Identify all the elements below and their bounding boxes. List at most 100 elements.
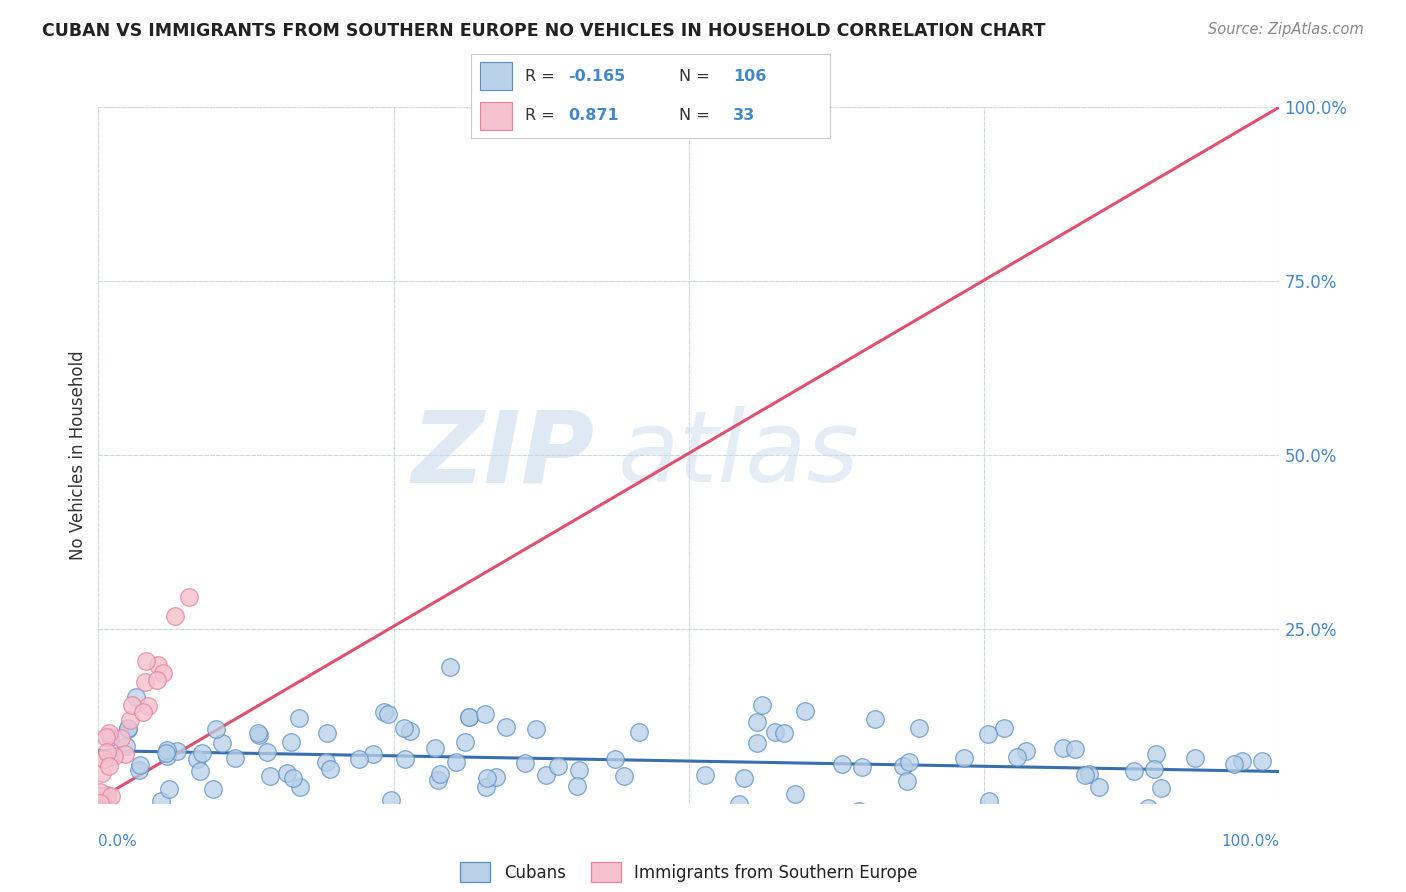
Point xyxy=(128,763,150,777)
Point xyxy=(246,726,269,740)
Point xyxy=(316,726,339,740)
Point xyxy=(474,780,496,795)
Point xyxy=(627,725,650,739)
Point xyxy=(495,720,517,734)
Point xyxy=(1087,780,1109,794)
Point xyxy=(163,609,186,624)
Point xyxy=(585,819,607,833)
Point xyxy=(1078,767,1101,781)
Point xyxy=(90,803,112,817)
Point xyxy=(863,712,886,726)
Point xyxy=(728,797,751,811)
Point xyxy=(98,759,121,773)
Point xyxy=(1122,764,1144,778)
Point xyxy=(188,764,211,778)
Point xyxy=(952,751,974,765)
Point xyxy=(1074,768,1097,782)
Point xyxy=(280,734,302,748)
Point xyxy=(373,705,395,719)
Point xyxy=(1184,751,1206,765)
Point xyxy=(204,722,226,736)
Point xyxy=(1005,750,1028,764)
Point xyxy=(100,789,122,803)
Point xyxy=(429,767,451,781)
Point xyxy=(526,722,548,736)
Point xyxy=(96,745,118,759)
Point xyxy=(536,768,558,782)
Point xyxy=(1015,744,1038,758)
Point xyxy=(89,785,111,799)
Point xyxy=(283,771,305,785)
Point xyxy=(427,772,450,787)
Point xyxy=(152,666,174,681)
Point xyxy=(1223,756,1246,771)
Point xyxy=(114,747,136,762)
Text: 0.0%: 0.0% xyxy=(98,834,138,849)
Point xyxy=(87,803,110,817)
Point xyxy=(259,769,281,783)
Point xyxy=(132,705,155,719)
Point xyxy=(1142,817,1164,831)
Point xyxy=(458,710,481,724)
Point xyxy=(319,763,342,777)
Point xyxy=(377,706,399,721)
Text: 33: 33 xyxy=(733,108,755,123)
Point xyxy=(256,745,278,759)
Point xyxy=(117,722,139,736)
Point xyxy=(751,698,773,712)
Point xyxy=(898,755,921,769)
Point xyxy=(763,725,786,739)
Point xyxy=(96,795,118,809)
Text: N =: N = xyxy=(679,69,714,84)
Point xyxy=(745,715,768,730)
Point xyxy=(211,736,233,750)
Text: R =: R = xyxy=(524,69,560,84)
Point xyxy=(773,726,796,740)
Point xyxy=(103,748,125,763)
Text: 0.871: 0.871 xyxy=(568,108,619,123)
Point xyxy=(1137,801,1160,815)
Point xyxy=(392,721,415,735)
Point xyxy=(1230,754,1253,768)
Point xyxy=(134,674,156,689)
Point xyxy=(177,590,200,604)
Point xyxy=(613,769,636,783)
Point xyxy=(98,749,121,764)
Point xyxy=(89,803,111,817)
Point xyxy=(605,752,627,766)
Text: ZIP: ZIP xyxy=(412,407,595,503)
Point xyxy=(96,789,118,803)
Point xyxy=(830,829,852,843)
Point xyxy=(568,763,591,777)
Point xyxy=(454,735,477,749)
Point xyxy=(423,740,446,755)
Point xyxy=(157,782,180,797)
Point xyxy=(794,704,817,718)
Point xyxy=(129,757,152,772)
Point xyxy=(977,794,1000,808)
Point xyxy=(896,773,918,788)
Point xyxy=(547,759,569,773)
Point xyxy=(693,767,716,781)
Point xyxy=(89,797,111,811)
Point xyxy=(121,698,143,713)
Point xyxy=(110,731,132,745)
Point xyxy=(315,755,337,769)
Point xyxy=(891,759,914,773)
Point xyxy=(1143,762,1166,776)
Point xyxy=(96,730,118,744)
Text: CUBAN VS IMMIGRANTS FROM SOUTHERN EUROPE NO VEHICLES IN HOUSEHOLD CORRELATION CH: CUBAN VS IMMIGRANTS FROM SOUTHERN EUROPE… xyxy=(42,22,1046,40)
Point xyxy=(155,746,177,760)
Point xyxy=(1150,781,1173,796)
Point xyxy=(91,800,114,814)
Point xyxy=(475,771,498,785)
Point xyxy=(232,805,254,820)
Point xyxy=(125,690,148,704)
Point xyxy=(247,728,270,742)
Point xyxy=(146,673,169,688)
Point xyxy=(347,752,370,766)
Text: -0.165: -0.165 xyxy=(568,69,626,84)
Point xyxy=(444,755,467,769)
Point xyxy=(93,752,115,766)
Text: 100.0%: 100.0% xyxy=(1222,834,1279,849)
